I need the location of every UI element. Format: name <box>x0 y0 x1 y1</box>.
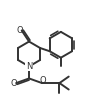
Text: O: O <box>10 79 17 88</box>
Text: O: O <box>16 25 23 35</box>
Text: N: N <box>26 62 32 71</box>
Text: O: O <box>39 76 46 85</box>
